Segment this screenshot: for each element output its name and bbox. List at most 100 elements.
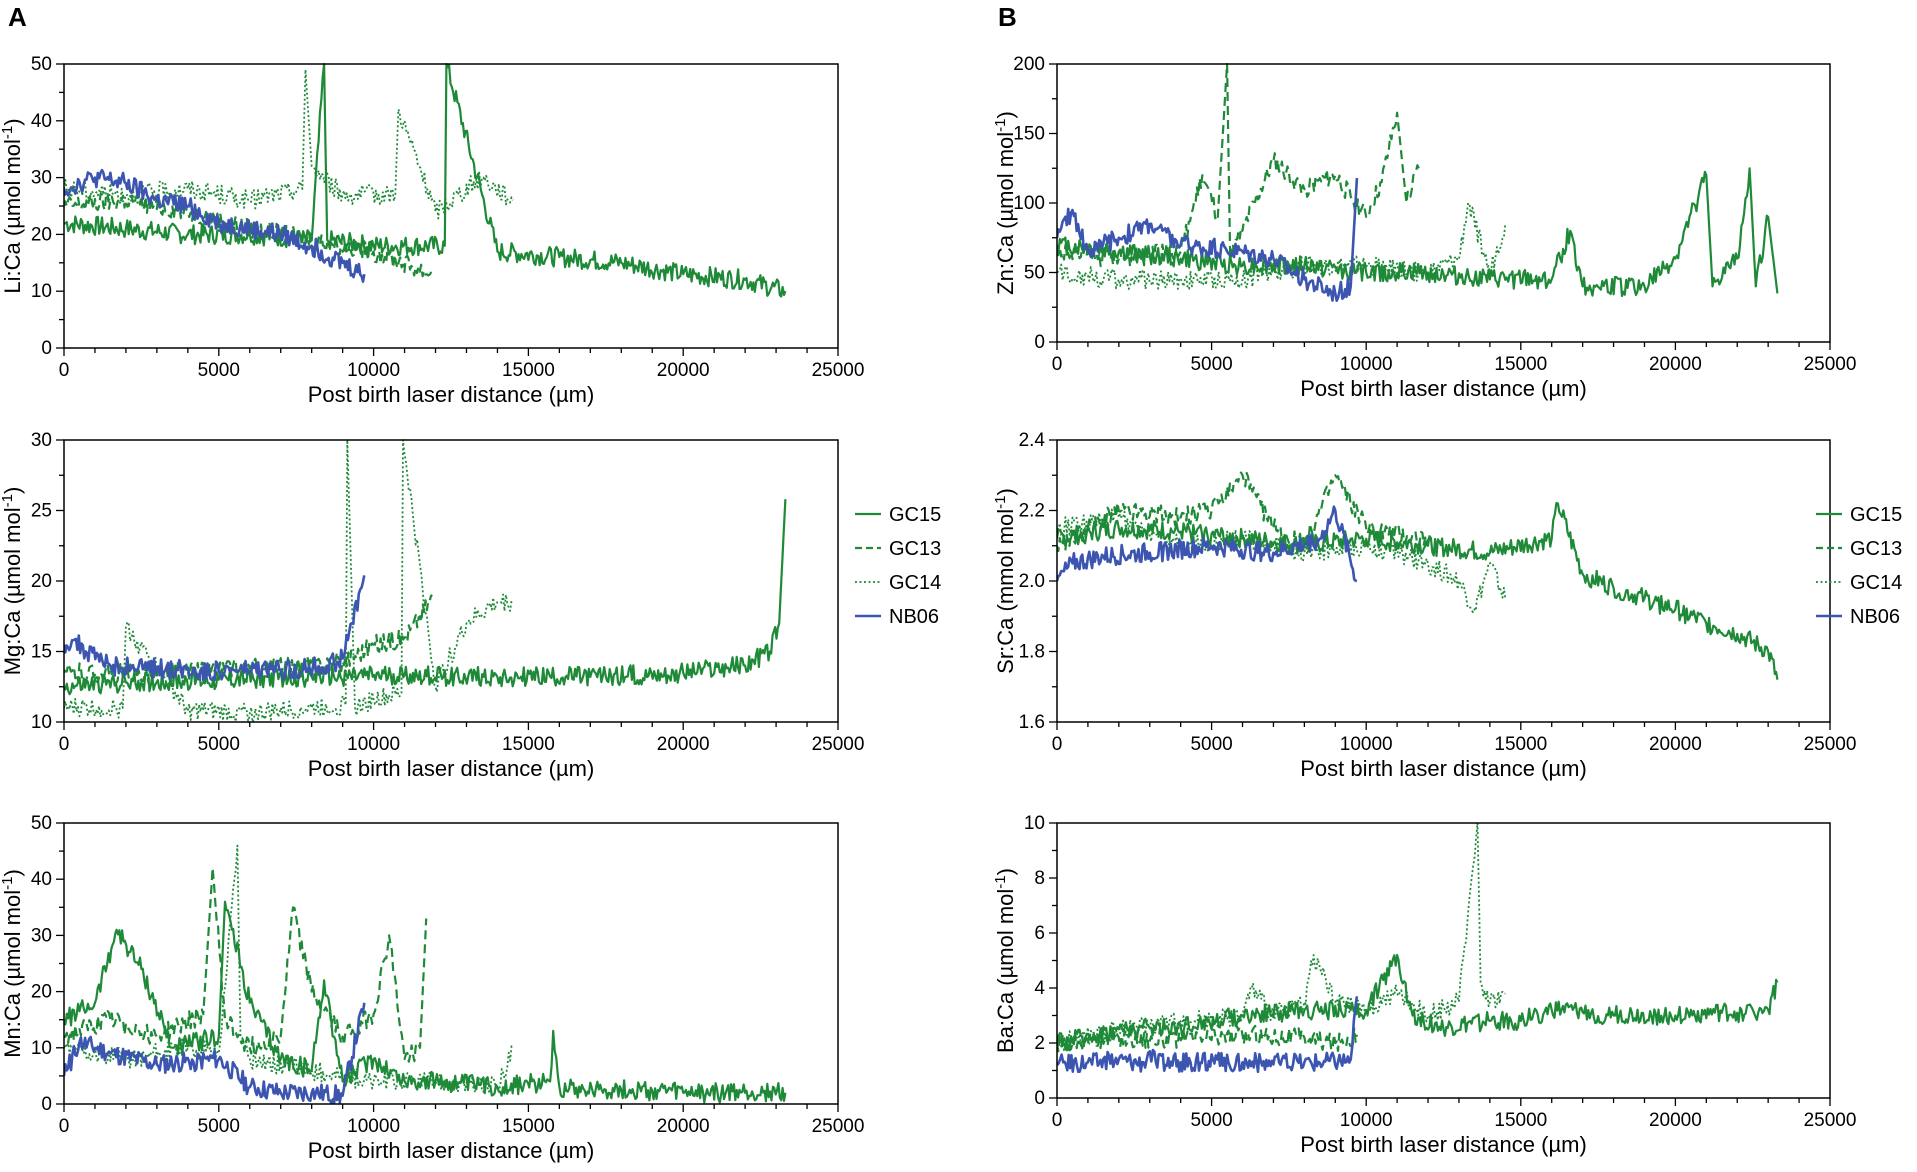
- series-line-nb06: [64, 168, 366, 283]
- legend-label-gc14: GC14: [889, 572, 941, 594]
- series-line-nb06: [64, 1002, 366, 1105]
- legend-a: GC15 GC13 GC14 NB06: [855, 504, 941, 628]
- chart-li-ca: 0 5000 10000 15000 20000 25000 0 10 20 30 40 50 Post…: [0, 54, 864, 407]
- x-tick-label: 15000: [502, 1116, 555, 1137]
- y-axis-label: Sr:Ca (mmol mol-1): [992, 488, 1018, 674]
- legend-label-gc13: GC13: [889, 538, 941, 560]
- y-axis-label: Zn:Ca (µmol mol-1): [992, 111, 1018, 295]
- y-tick-label: 4: [1034, 978, 1045, 999]
- y-tick-label: 2.2: [1019, 501, 1045, 522]
- x-tick-label: 5000: [1190, 354, 1232, 375]
- panel-letter-a: A: [8, 2, 27, 32]
- series-line-nb06: [1057, 177, 1359, 302]
- y-tick-label: 20: [31, 982, 52, 1003]
- x-axis-label: Post birth laser distance (µm): [1300, 756, 1587, 781]
- legend-label-nb06: NB06: [889, 606, 939, 628]
- x-tick-label: 20000: [1649, 734, 1702, 755]
- y-tick-label: 10: [31, 281, 52, 302]
- x-tick-label: 0: [59, 1116, 70, 1137]
- x-tick-label: 25000: [812, 360, 865, 381]
- y-tick-label: 20: [31, 224, 52, 245]
- legend-label-gc15: GC15: [1850, 504, 1902, 526]
- series-line-gc14: [64, 844, 514, 1094]
- x-tick-label: 25000: [1804, 734, 1857, 755]
- series-line-gc15: [64, 499, 787, 696]
- y-tick-label: 2.0: [1019, 571, 1045, 592]
- x-tick-label: 20000: [1649, 354, 1702, 375]
- x-tick-label: 10000: [347, 1116, 400, 1137]
- series-line-gc13: [1057, 471, 1430, 552]
- x-tick-label: 0: [59, 360, 70, 381]
- x-tick-label: 20000: [657, 734, 710, 755]
- series-line-gc13: [64, 866, 428, 1063]
- legend-label-nb06: NB06: [1850, 606, 1900, 628]
- chart-mg-ca: 0 5000 10000 15000 20000 25000 10 15 20 25 30 Post …: [0, 430, 864, 781]
- x-tick-label: 10000: [347, 734, 400, 755]
- series-line-gc13: [1057, 63, 1420, 268]
- series-line-nb06: [64, 575, 366, 682]
- series-group: [1057, 63, 1779, 302]
- x-tick-label: 5000: [1190, 1110, 1232, 1131]
- x-tick-label: 5000: [198, 1116, 240, 1137]
- x-tick-label: 5000: [198, 360, 240, 381]
- y-tick-label: 1.6: [1019, 712, 1045, 733]
- y-tick-label: 200: [1013, 54, 1045, 75]
- panel-letter-b: B: [998, 2, 1017, 32]
- y-tick-label: 30: [31, 925, 52, 946]
- legend-label-gc14: GC14: [1850, 572, 1902, 594]
- chart-ba-ca: 0 5000 10000 15000 20000 25000 0 2 4 6 8 10 Post bir…: [992, 813, 1856, 1157]
- x-tick-label: 10000: [1340, 734, 1393, 755]
- y-axis-label: Mn:Ca (µmol mol-1): [0, 869, 25, 1058]
- series-line-gc13: [64, 191, 434, 278]
- x-axis-label: Post birth laser distance (µm): [308, 756, 595, 781]
- y-tick-label: 6: [1034, 923, 1045, 944]
- y-tick-label: 10: [31, 1038, 52, 1059]
- y-axis-label: Li:Ca (µmol mol-1): [0, 118, 25, 293]
- series-line-nb06: [1057, 505, 1358, 583]
- x-tick-label: 15000: [1494, 1110, 1547, 1131]
- chart-sr-ca: 0 5000 10000 15000 20000 25000 1.6 1.8 2.0 2.2 2.4…: [992, 430, 1856, 781]
- x-tick-label: 15000: [502, 360, 555, 381]
- series-line-gc14: [1057, 822, 1506, 1052]
- series-line-gc15: [64, 63, 787, 298]
- x-tick-label: 5000: [198, 734, 240, 755]
- x-tick-label: 0: [1052, 354, 1063, 375]
- series-group: [64, 844, 787, 1105]
- y-axis-label: Ba:Ca (µmol mol-1): [992, 868, 1018, 1053]
- series-line-nb06: [1057, 996, 1359, 1074]
- x-tick-label: 25000: [1804, 354, 1857, 375]
- x-tick-label: 15000: [502, 734, 555, 755]
- y-tick-label: 50: [31, 54, 52, 75]
- x-tick-label: 0: [1052, 734, 1063, 755]
- y-tick-label: 10: [31, 712, 52, 733]
- plot-frame: [1056, 439, 1831, 723]
- x-tick-label: 10000: [347, 360, 400, 381]
- series-line-gc14: [1057, 507, 1507, 614]
- series-group: [1057, 822, 1779, 1074]
- x-tick-label: 20000: [657, 1116, 710, 1137]
- y-tick-label: 2.4: [1019, 430, 1046, 451]
- x-tick-label: 0: [1052, 1110, 1063, 1131]
- y-axis-label: Mg:Ca (µmol mol-1): [0, 487, 25, 676]
- x-tick-label: 20000: [1649, 1110, 1702, 1131]
- x-tick-label: 10000: [1340, 354, 1393, 375]
- plot-frame: [63, 822, 839, 1105]
- x-tick-label: 10000: [1340, 1110, 1393, 1131]
- x-axis-label: Post birth laser distance (µm): [308, 1138, 595, 1163]
- x-tick-label: 20000: [657, 360, 710, 381]
- x-tick-label: 25000: [812, 1116, 865, 1137]
- x-axis-label: Post birth laser distance (µm): [308, 382, 595, 407]
- x-tick-label: 15000: [1494, 734, 1547, 755]
- series-group: [64, 439, 787, 723]
- y-tick-label: 10: [1024, 813, 1045, 834]
- series-line-gc13: [1057, 1024, 1358, 1053]
- y-tick-label: 0: [1034, 1088, 1045, 1109]
- y-tick-label: 25: [31, 501, 52, 522]
- y-tick-label: 40: [31, 111, 52, 132]
- x-tick-label: 25000: [812, 734, 865, 755]
- y-tick-label: 30: [31, 430, 52, 451]
- y-tick-label: 100: [1013, 193, 1045, 214]
- series-line-gc15: [1057, 953, 1779, 1051]
